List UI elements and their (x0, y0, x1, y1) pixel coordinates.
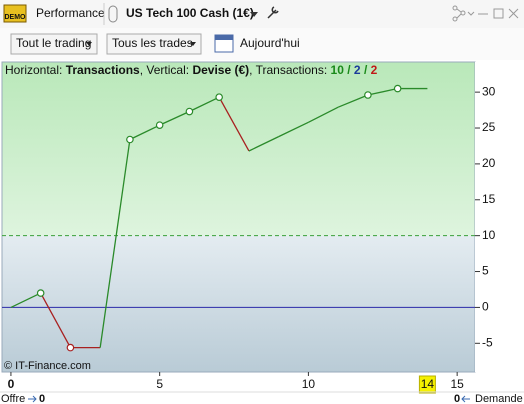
equity-segment (218, 96, 250, 152)
trading-filter[interactable] (10, 33, 98, 55)
period-label[interactable]: Aujourd'hui (240, 36, 300, 50)
equity-segment (189, 96, 220, 113)
trade-marker (393, 84, 402, 93)
equity-segment (10, 292, 41, 309)
header-part: , Vertical: (140, 63, 189, 77)
x-tick-label: 10 (302, 377, 316, 391)
y-tick-label: 10 (482, 228, 496, 242)
instrument[interactable]: US Tech 100 Cash (1€) (126, 6, 254, 20)
trade-marker (155, 121, 164, 129)
tab-title[interactable]: Performance (36, 6, 105, 20)
chart-header: Horizontal: Transactions, Vertical: Devi… (5, 63, 378, 77)
title-bar (0, 0, 524, 28)
equity-segment (159, 110, 190, 126)
header-part: Transactions (66, 63, 140, 77)
equity-segment (308, 106, 339, 123)
equity-segment (337, 94, 369, 108)
trade-marker (66, 343, 75, 352)
trade-marker (215, 93, 223, 101)
trade-marker (126, 135, 134, 144)
bid-value: 0 (39, 393, 45, 404)
trade-marker (364, 91, 372, 99)
header-part: 2 (354, 63, 361, 77)
bid-label: Offre (1, 393, 25, 404)
header-part: 2 (371, 63, 378, 77)
loss-zone (2, 235, 475, 372)
equity-segment (99, 139, 131, 348)
header-part: Devise (€) (192, 63, 249, 77)
trade-marker (185, 107, 194, 116)
chart: Horizontal: Transactions, Vertical: Devi… (1, 61, 523, 394)
window-controls (452, 5, 519, 22)
header-part: , Transactions: (249, 63, 327, 77)
y-tick-label: 15 (482, 192, 496, 206)
header-part: Horizontal: (5, 63, 62, 77)
ask-value: 0 (454, 393, 460, 404)
dropdown-arrow[interactable] (250, 12, 258, 17)
current-label: 14 (421, 377, 435, 391)
x-tick-label: 5 (156, 377, 163, 391)
x-tick-label: 15 (450, 377, 464, 391)
equity-segment (40, 292, 71, 348)
y-tick-label: 5 (482, 264, 489, 278)
equity-segment (129, 124, 160, 141)
y-tick-label: -5 (482, 335, 493, 349)
trade-marker (36, 289, 45, 297)
y-tick-label: 25 (482, 120, 496, 134)
current-marker (418, 375, 436, 394)
header-part: 10 (331, 63, 345, 77)
header-part: / (347, 63, 351, 77)
x-tick-label: 0 (8, 377, 15, 391)
y-tick-label: 20 (482, 156, 496, 170)
trades-filter[interactable] (106, 33, 202, 55)
y-tick-label: 0 (482, 300, 489, 314)
trading-filter-label[interactable]: Tout le trading (16, 36, 91, 50)
link-icon[interactable] (108, 5, 118, 23)
equity-segment (278, 121, 309, 138)
credit: © IT-Finance.com (4, 360, 91, 372)
trades-filter-label[interactable]: Tous les trades (112, 36, 193, 50)
demo-icon (3, 4, 27, 23)
demo-badge: DEMO (5, 14, 27, 21)
header-part: / (364, 63, 368, 77)
settings-icon[interactable] (267, 6, 279, 19)
y-tick-label: 30 (482, 84, 496, 98)
axis-panel (475, 62, 523, 372)
equity-segment (367, 87, 398, 96)
ask-label: Demande (475, 393, 523, 404)
equity-segment (248, 136, 279, 152)
